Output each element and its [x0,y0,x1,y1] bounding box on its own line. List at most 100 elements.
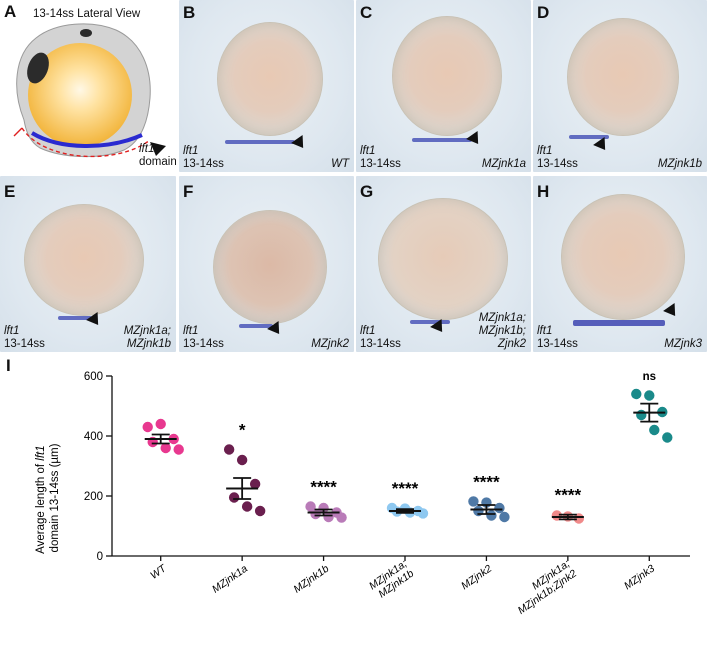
y-axis-label-line1: Average length of lft1 [35,445,47,553]
embryo-image [217,22,323,136]
data-point [336,512,347,523]
y-tick-label: 0 [97,551,103,563]
data-point [228,492,240,503]
significance-label: **** [310,478,337,497]
panel-label: B [183,3,196,22]
gene-label: lft1 [183,325,199,337]
genotype-label-line1: MZjnk1a; [478,312,526,324]
x-tick-label-line: WT [148,562,170,582]
stage-label: 13-14ss [360,158,401,170]
significance-label: **** [392,479,419,498]
yolk-shape [28,43,132,147]
panel-label: A [4,2,17,21]
y-tick-label: 600 [84,371,103,383]
embryo-image [567,18,679,136]
panel-e: E lft1 13-14ss MZjnk1a; MZjnk1b [0,176,176,352]
otic-shape [80,29,92,37]
x-tick-label: MZjnk2 [459,563,494,593]
data-point [249,478,261,490]
genotype-label-line2: MZjnk1b; [478,325,526,337]
x-tick-label: WT [148,562,170,582]
data-point [573,513,585,524]
view-title: 13-14ss Lateral View [33,8,141,20]
genotype-label-line3: Zjnk2 [497,338,526,350]
arrowhead-icon [150,142,166,156]
x-tick-label-line: MZjnk1b [291,563,331,596]
significance-label: * [239,421,246,440]
embryo-image [561,194,685,320]
domain-bracket [21,127,151,158]
panel-label: F [183,182,194,201]
data-point [468,496,479,507]
genotype-label: MZjnk1a [481,158,526,170]
genotype-label-line2: MZjnk1b [126,338,171,350]
gene-label: lft1 [360,325,376,337]
x-tick-label-line: MZjnk2 [459,563,494,593]
stage-label: 13-14ss [360,338,401,350]
data-point [173,444,184,455]
panel-label: E [4,182,16,201]
data-point [636,409,647,421]
schematic-gene-label: lft1 [139,143,155,155]
lft1-stain [412,138,472,142]
lft1-stain [410,320,450,324]
embryo-image [378,198,508,320]
data-point [318,502,329,514]
gene-label: lft1 [183,145,199,157]
embryo-image [24,204,144,316]
x-tick-label-line: MZjnk3 [622,563,657,593]
gene-label: lft1 [360,145,376,157]
panel-label: C [360,3,373,22]
panel-b: B lft1 13-14ss WT [179,0,354,172]
arrowhead-icon [593,136,611,155]
data-point [223,444,235,455]
data-point [494,502,505,514]
genotype-label-line1: MZjnk1a; [123,325,171,337]
lft1-stain [239,324,273,328]
lft1-stain [569,135,609,139]
y-axis-label-line2: domain 13-14ss (µm) [49,443,61,552]
data-point [644,390,655,401]
panel-label: G [360,182,374,201]
arrowhead-icon [663,302,681,321]
data-point [551,510,563,521]
arrowhead-icon [466,130,484,149]
x-tick-label: MZjnk1b [291,563,331,596]
genotype-label: MZjnk3 [664,338,702,350]
data-point [236,454,248,466]
lft1-domain-length-chart: 0 200 400 600 WT MZjnk1a MZjnk1b MZjnk1a;MZjnk1… [35,371,690,617]
data-point [160,442,171,454]
panel-d: D lft1 13-14ss MZjnk1b [533,0,707,172]
data-point [142,421,153,433]
stage-label: 13-14ss [183,338,224,350]
stage-label: 13-14ss [4,338,45,350]
stage-label: 13-14ss [183,158,224,170]
lft1-stain [573,320,665,326]
panel-f: F lft1 13-14ss MZjnk2 [179,176,354,352]
panel-a: A 13-14ss Lateral View lft1 domain [0,0,176,172]
panel-label: H [537,182,550,201]
schematic-domain-label: domain [139,156,176,168]
y-tick-label: 200 [84,491,103,503]
x-tick-label: MZjnk1a;MZjnk1b;Zjnk2 [516,558,579,617]
data-point [662,432,673,443]
y-axis-label: Average length of lft1 domain 13-14ss (µ… [35,442,61,554]
x-tick-label: MZjnk3 [622,563,657,593]
significance-label: **** [473,472,500,491]
data-point [241,501,253,512]
genotype-label: WT [331,158,349,170]
eye-shape [27,52,49,84]
significance-label: **** [555,486,582,505]
y-tick-label: 400 [84,431,103,443]
gene-label: lft1 [537,325,553,337]
significance-label: ns [643,371,656,383]
gene-label: lft1 [537,145,553,157]
arrowhead-icon [291,134,309,153]
lft1-stain [58,316,92,320]
lft1-stain [225,140,295,144]
data-point [649,424,660,436]
data-point [631,388,642,400]
embryo-image [213,210,327,324]
embryo-schematic [13,23,166,158]
genotype-label: MZjnk1b [657,158,702,170]
